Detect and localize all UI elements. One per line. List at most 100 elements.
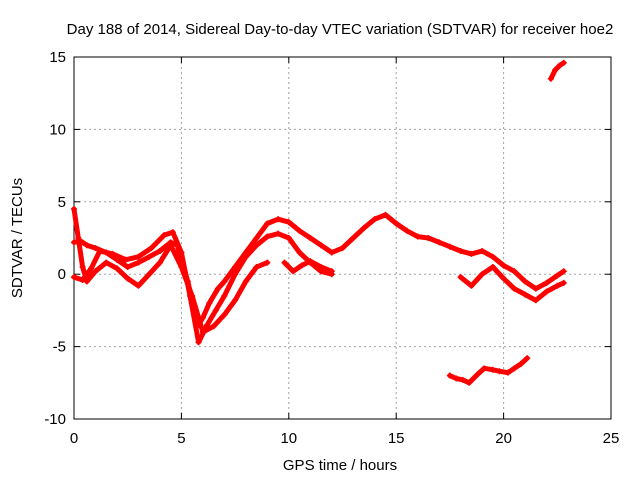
series-2-point bbox=[161, 232, 168, 239]
series-7-point bbox=[511, 285, 518, 292]
series-5-point bbox=[511, 365, 518, 372]
x-tick-label: 10 bbox=[280, 430, 297, 447]
series-1-point bbox=[71, 239, 77, 246]
series-2-point bbox=[253, 242, 260, 249]
series-4-point bbox=[290, 268, 297, 275]
series-3-point bbox=[199, 329, 206, 336]
series-3-point bbox=[221, 311, 228, 318]
series-1-point bbox=[425, 235, 432, 241]
series-3-point bbox=[156, 259, 163, 266]
series-2-point bbox=[242, 253, 249, 260]
series-1-point bbox=[532, 285, 539, 292]
series-1-point bbox=[350, 235, 357, 241]
series-1-point bbox=[206, 300, 213, 307]
series-5-point bbox=[496, 368, 503, 375]
series-3-point bbox=[264, 259, 271, 266]
series-1-point bbox=[328, 249, 335, 256]
series-1-point bbox=[436, 239, 443, 246]
series-6-point bbox=[560, 59, 567, 66]
series-1-point bbox=[156, 248, 163, 255]
series-4-point bbox=[328, 268, 335, 275]
series-2-point bbox=[296, 249, 303, 256]
y-tick-label: 15 bbox=[49, 49, 66, 66]
series-3-point bbox=[113, 265, 120, 272]
series-1-point bbox=[371, 216, 378, 223]
y-tick-label: 10 bbox=[49, 121, 66, 138]
series-7-point bbox=[479, 271, 486, 278]
series-1-point bbox=[92, 245, 99, 252]
series-1-point bbox=[296, 227, 303, 234]
series-7-point bbox=[543, 288, 550, 295]
plot-frame bbox=[73, 56, 612, 420]
x-tick-label: 0 bbox=[70, 430, 78, 447]
series-line-6 bbox=[548, 60, 567, 82]
series-5-point bbox=[446, 372, 453, 379]
series-1-point bbox=[339, 245, 346, 252]
series-3-point bbox=[75, 235, 82, 241]
series-7-point bbox=[532, 297, 539, 304]
series-1-point bbox=[264, 220, 271, 227]
series-2-point bbox=[109, 250, 116, 257]
series-2-point bbox=[264, 233, 271, 240]
series-5-point bbox=[466, 379, 473, 386]
series-5-point bbox=[489, 366, 496, 373]
series-5-point bbox=[481, 365, 488, 372]
series-3-point bbox=[124, 275, 131, 282]
data-series bbox=[71, 59, 567, 386]
series-1-point bbox=[360, 224, 367, 231]
series-2-point bbox=[135, 253, 142, 260]
series-1-point bbox=[511, 268, 518, 275]
x-tick-label: 25 bbox=[603, 430, 620, 447]
series-1-point bbox=[446, 243, 453, 250]
series-3-point bbox=[92, 268, 99, 275]
series-line-1 bbox=[71, 212, 567, 328]
y-tick-label: 0 bbox=[58, 266, 66, 283]
series-5-point bbox=[453, 375, 460, 382]
series-1-point bbox=[285, 219, 292, 226]
series-1-point bbox=[393, 220, 400, 227]
series-3-point bbox=[79, 263, 86, 270]
series-3-point bbox=[167, 242, 174, 249]
series-1-point bbox=[522, 278, 529, 285]
series-3-point bbox=[242, 278, 249, 285]
series-2-point bbox=[204, 321, 211, 328]
series-3-point bbox=[210, 323, 217, 330]
series-4-point bbox=[298, 262, 305, 269]
series-line-5 bbox=[447, 355, 530, 386]
series-3-point bbox=[146, 271, 153, 278]
series-2-point bbox=[232, 271, 239, 278]
axis-ticks: 0 5 10 15 20 25 -10 -5 0 5 10 15 bbox=[44, 49, 619, 447]
series-2-point bbox=[169, 229, 176, 236]
series-4-point bbox=[307, 258, 314, 265]
series-3-point bbox=[253, 263, 260, 270]
grid-lines bbox=[74, 57, 611, 419]
series-4-point bbox=[281, 259, 288, 266]
series-1-point bbox=[307, 235, 314, 241]
series-3-point bbox=[71, 206, 77, 213]
series-3-point bbox=[103, 259, 110, 266]
series-1-point bbox=[135, 259, 142, 266]
series-2-point bbox=[195, 339, 202, 346]
series-2-point bbox=[178, 249, 185, 256]
series-1-point bbox=[468, 250, 475, 257]
series-2-point bbox=[122, 256, 129, 263]
y-tick-label: 5 bbox=[58, 194, 66, 211]
series-1-point bbox=[560, 268, 567, 275]
series-1-point bbox=[479, 248, 486, 255]
series-2-point bbox=[275, 230, 282, 237]
series-1-point bbox=[124, 263, 131, 270]
series-7-point bbox=[554, 282, 561, 289]
series-1-point bbox=[146, 253, 153, 260]
series-2-point bbox=[71, 274, 77, 281]
series-6-point bbox=[547, 75, 554, 82]
x-axis-label: GPS time / hours bbox=[283, 457, 397, 474]
series-6-point bbox=[556, 62, 563, 69]
series-7-point bbox=[560, 279, 567, 286]
x-tick-label: 15 bbox=[388, 430, 405, 447]
series-7-point bbox=[522, 291, 529, 298]
series-4-point bbox=[318, 263, 325, 270]
series-2-point bbox=[96, 248, 103, 255]
y-axis-label: SDTVAR / TECUs bbox=[9, 178, 26, 298]
y-tick-label: -5 bbox=[53, 339, 66, 356]
series-5-point bbox=[504, 369, 511, 376]
